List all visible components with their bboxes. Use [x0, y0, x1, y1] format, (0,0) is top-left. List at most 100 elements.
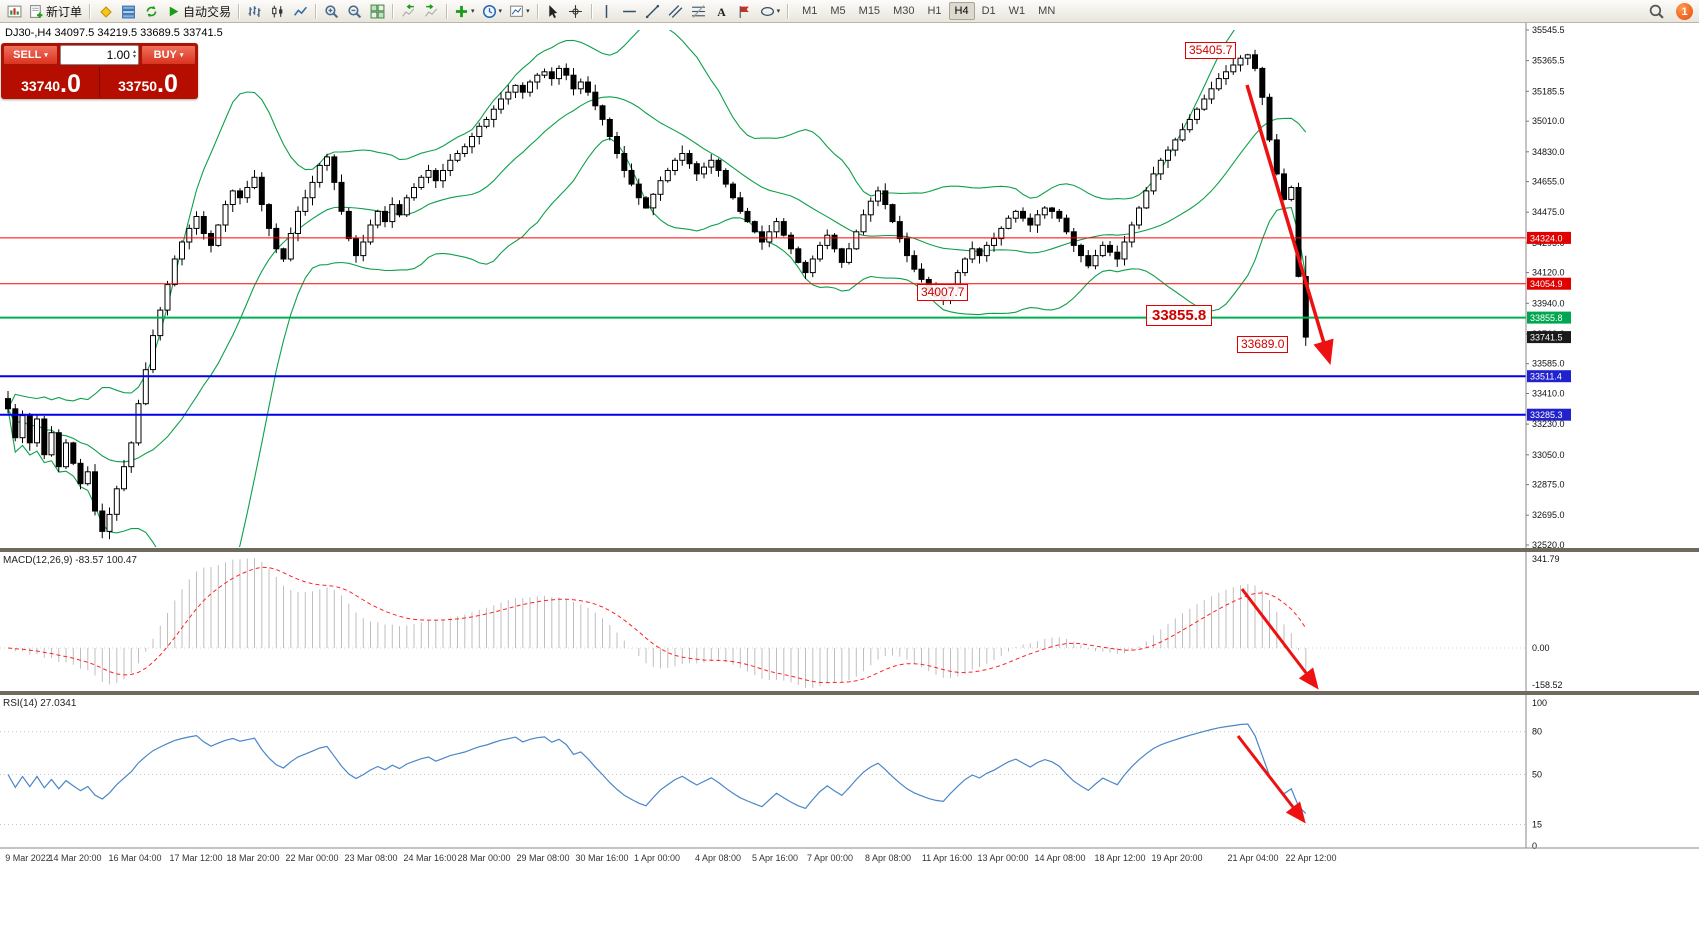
tile-windows-button[interactable] [366, 2, 388, 21]
rsi-line [7, 723, 1307, 814]
chart-canvas[interactable]: 35545.5 35365.5 35185.5 35010.0 34830.0 34655… [0, 22, 1699, 941]
trade-panel-controls: SELL ▾ 1.00 ▴ ▾ BUY ▾ [3, 45, 196, 65]
sell-button[interactable]: SELL ▾ [3, 45, 58, 65]
timeframe-w1-button[interactable]: W1 [1008, 5, 1026, 17]
candle-body [672, 159, 678, 172]
label-button[interactable] [734, 2, 756, 21]
candle-body [1281, 173, 1287, 200]
time-axis-label: 11 Apr 16:00 [922, 853, 972, 863]
candle-body [1143, 190, 1150, 209]
volume-input[interactable]: 1.00 ▴ ▾ [60, 45, 139, 65]
candle-body [440, 170, 446, 182]
candle-body [1157, 159, 1164, 175]
shapes-button[interactable]: ▾ [757, 2, 784, 21]
channel-icon [668, 4, 683, 18]
candle-body [229, 190, 236, 205]
candle-body [780, 221, 787, 236]
candle-body [998, 227, 1005, 240]
crosshair-button[interactable] [565, 2, 587, 21]
trendline-button[interactable] [642, 2, 664, 21]
cursor-button[interactable] [542, 2, 564, 21]
volume-spinner[interactable]: ▴ ▾ [132, 49, 136, 60]
candle-body [121, 466, 127, 490]
candle-body [186, 227, 193, 243]
time-axis-label: 18 Apr 12:00 [1094, 853, 1145, 863]
vertical-line-button[interactable] [596, 2, 618, 21]
strategy-tester-button[interactable] [140, 2, 162, 21]
timeframe-m30-button[interactable]: M30 [893, 5, 915, 17]
candle-body [1230, 64, 1237, 73]
channel-button[interactable] [665, 2, 687, 21]
timeframe-d1-button[interactable]: D1 [981, 5, 996, 17]
metaeditor-button[interactable] [94, 2, 116, 21]
candle-body [403, 197, 410, 216]
auto-scroll-button[interactable] [397, 2, 419, 21]
timeframe-h1-button[interactable]: H1 [927, 5, 942, 17]
price-axis[interactable]: 35545.5 35365.5 35185.5 35010.0 34830.0 34655… [1525, 22, 1565, 848]
market-watch-button[interactable] [117, 2, 139, 21]
candle-body [838, 248, 845, 263]
time-axis-label: 28 Mar 00:00 [457, 853, 510, 863]
periods-button[interactable]: ▾ [479, 2, 506, 21]
templates-button[interactable]: ▾ [506, 2, 533, 21]
candle-body [353, 238, 359, 257]
chart-shift-button[interactable] [420, 2, 442, 21]
candle-body [374, 210, 381, 226]
panel-divider[interactable] [0, 548, 1699, 552]
price-level-badge: 34324.0 [1527, 231, 1571, 244]
price-callout-support: 34007.7 [917, 284, 969, 301]
fibonacci-button[interactable] [688, 2, 710, 21]
search-icon [1649, 4, 1664, 19]
toolbar-separator [446, 3, 448, 19]
sell-price[interactable]: 33740.0 [21, 70, 81, 98]
candle-body [302, 197, 309, 212]
hline-icon [623, 10, 637, 12]
bars-chart-button[interactable] [243, 2, 265, 21]
line-chart-button[interactable] [289, 2, 311, 21]
candle-body [461, 146, 468, 154]
candle-body [425, 170, 432, 178]
new-order-button-label: 新订单 [46, 4, 83, 19]
autotrading-button[interactable]: 自动交易 [163, 2, 234, 21]
candle-body [1252, 54, 1258, 69]
timeframe-h4-button[interactable]: H4 [948, 2, 975, 20]
candle-body [1165, 149, 1171, 161]
price-badge-box [1527, 277, 1571, 290]
template-icon [510, 5, 523, 17]
zoom-in-button[interactable] [320, 2, 342, 21]
candle-body [1150, 173, 1157, 192]
candle-body [679, 153, 686, 161]
candle-body [179, 241, 185, 260]
chart-window-button[interactable] [3, 2, 25, 21]
candle-body [411, 187, 417, 199]
candle-body [150, 335, 156, 371]
candle-body [34, 418, 40, 444]
candles-chart-button[interactable] [266, 2, 288, 21]
timeframe-mn-button[interactable]: MN [1038, 5, 1056, 17]
timeframe-m15-button[interactable]: M15 [858, 5, 881, 17]
indicators-button[interactable]: ▾ [451, 2, 478, 21]
price-badge-text: 33741.5 [1530, 333, 1563, 343]
candle-body [498, 98, 504, 110]
price-callout-level: 33855.8 [1146, 305, 1213, 326]
panel-divider[interactable] [0, 691, 1699, 695]
notification-badge[interactable]: 1 [1676, 3, 1693, 20]
buy-price[interactable]: 33750.0 [99, 67, 196, 97]
horizontal-line-button[interactable] [619, 2, 641, 21]
candle-body [193, 216, 200, 229]
buy-button[interactable]: BUY ▾ [141, 45, 196, 65]
timeframe-m5-button[interactable]: M5 [830, 5, 846, 17]
candle-body [737, 197, 744, 212]
text-button[interactable]: A [711, 2, 733, 21]
toolbar: 新订单 自动交易 ▾ ▾ ▾ A ▾ M1 M5 M15 M30 H1 H4 D1 W1 MN 1 [0, 0, 1699, 23]
search-button[interactable] [1645, 2, 1667, 21]
time-axis-label: 17 Mar 12:00 [169, 853, 222, 863]
candle-body [730, 183, 736, 199]
time-axis-label: 9 Mar 2022 [5, 853, 51, 863]
price-level-badge: 33741.5 [1527, 331, 1571, 344]
time-axis-label: 21 Apr 04:00 [1227, 853, 1278, 863]
zoom-out-button[interactable] [343, 2, 365, 21]
new-order-button[interactable]: 新订单 [26, 2, 85, 21]
timeframe-m1-button[interactable]: M1 [802, 5, 818, 17]
